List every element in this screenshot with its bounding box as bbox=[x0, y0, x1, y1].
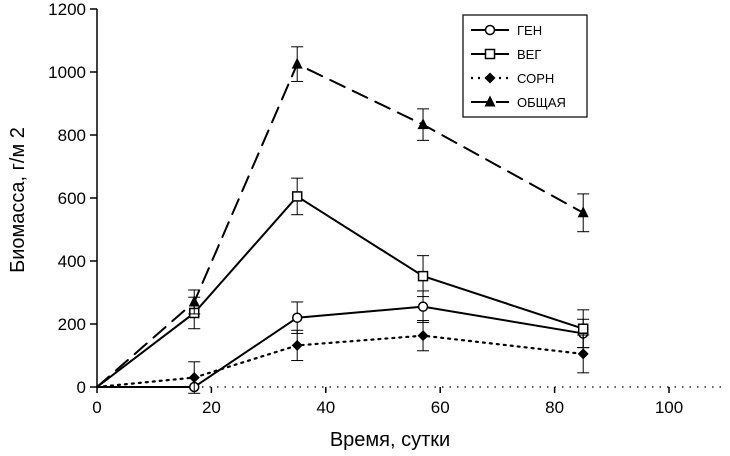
plot-area bbox=[95, 46, 590, 394]
axes: 0 200 400 600 800 1000 1200 0 20 40 60 80 100 bbox=[48, 0, 727, 417]
x-tick-label: 40 bbox=[316, 398, 335, 417]
series-line bbox=[96, 305, 585, 388]
legend-label: ОБЩАЯ bbox=[517, 95, 566, 110]
series-line bbox=[96, 195, 585, 388]
legend-marker bbox=[484, 95, 496, 107]
legend-item: ГЕН bbox=[471, 23, 542, 38]
data-point bbox=[291, 339, 303, 351]
legend-marker bbox=[484, 24, 496, 36]
series-2 bbox=[96, 177, 590, 388]
x-axis-label: Время, сутки bbox=[330, 429, 450, 451]
x-tick-label: 20 bbox=[202, 398, 221, 417]
x-tick-label: 80 bbox=[545, 398, 564, 417]
legend: ГЕН ВЕГ СОРН ОБЩАЯ bbox=[462, 14, 588, 118]
data-point bbox=[291, 312, 303, 323]
legend-box bbox=[462, 14, 588, 118]
x-tick-label: 0 bbox=[92, 398, 101, 417]
x-tick-label: 60 bbox=[431, 398, 450, 417]
legend-label: СОРН bbox=[517, 71, 554, 86]
y-tick-label: 800 bbox=[58, 126, 86, 145]
y-tick-label: 1000 bbox=[48, 63, 86, 82]
data-point bbox=[188, 295, 200, 307]
legend-label: ВЕГ bbox=[517, 47, 541, 62]
legend-item: СОРН bbox=[471, 71, 554, 86]
x-tick-label: 100 bbox=[655, 398, 683, 417]
y-tick-label: 0 bbox=[77, 378, 86, 397]
legend-marker bbox=[484, 48, 496, 60]
data-point bbox=[417, 301, 429, 312]
series-line bbox=[95, 334, 585, 389]
data-point bbox=[417, 118, 429, 130]
series-4 bbox=[96, 46, 590, 388]
series-3 bbox=[95, 320, 590, 394]
legend-item: ОБЩАЯ bbox=[471, 95, 566, 110]
y-tick-label: 200 bbox=[58, 315, 86, 334]
legend-marker bbox=[484, 72, 496, 84]
data-point bbox=[577, 348, 589, 360]
y-tick-label: 400 bbox=[58, 252, 86, 271]
data-point bbox=[291, 191, 303, 202]
data-point bbox=[417, 270, 429, 282]
data-point bbox=[188, 372, 200, 384]
y-tick-label: 600 bbox=[58, 189, 86, 208]
y-axis-label: Биомасса, г/м 2 bbox=[7, 127, 29, 273]
data-point bbox=[291, 57, 303, 69]
data-point bbox=[417, 330, 429, 342]
data-point bbox=[577, 323, 589, 334]
data-point bbox=[577, 206, 589, 218]
y-tick-label: 1200 bbox=[48, 0, 86, 19]
legend-item: ВЕГ bbox=[471, 47, 541, 62]
legend-label: ГЕН bbox=[517, 23, 542, 38]
